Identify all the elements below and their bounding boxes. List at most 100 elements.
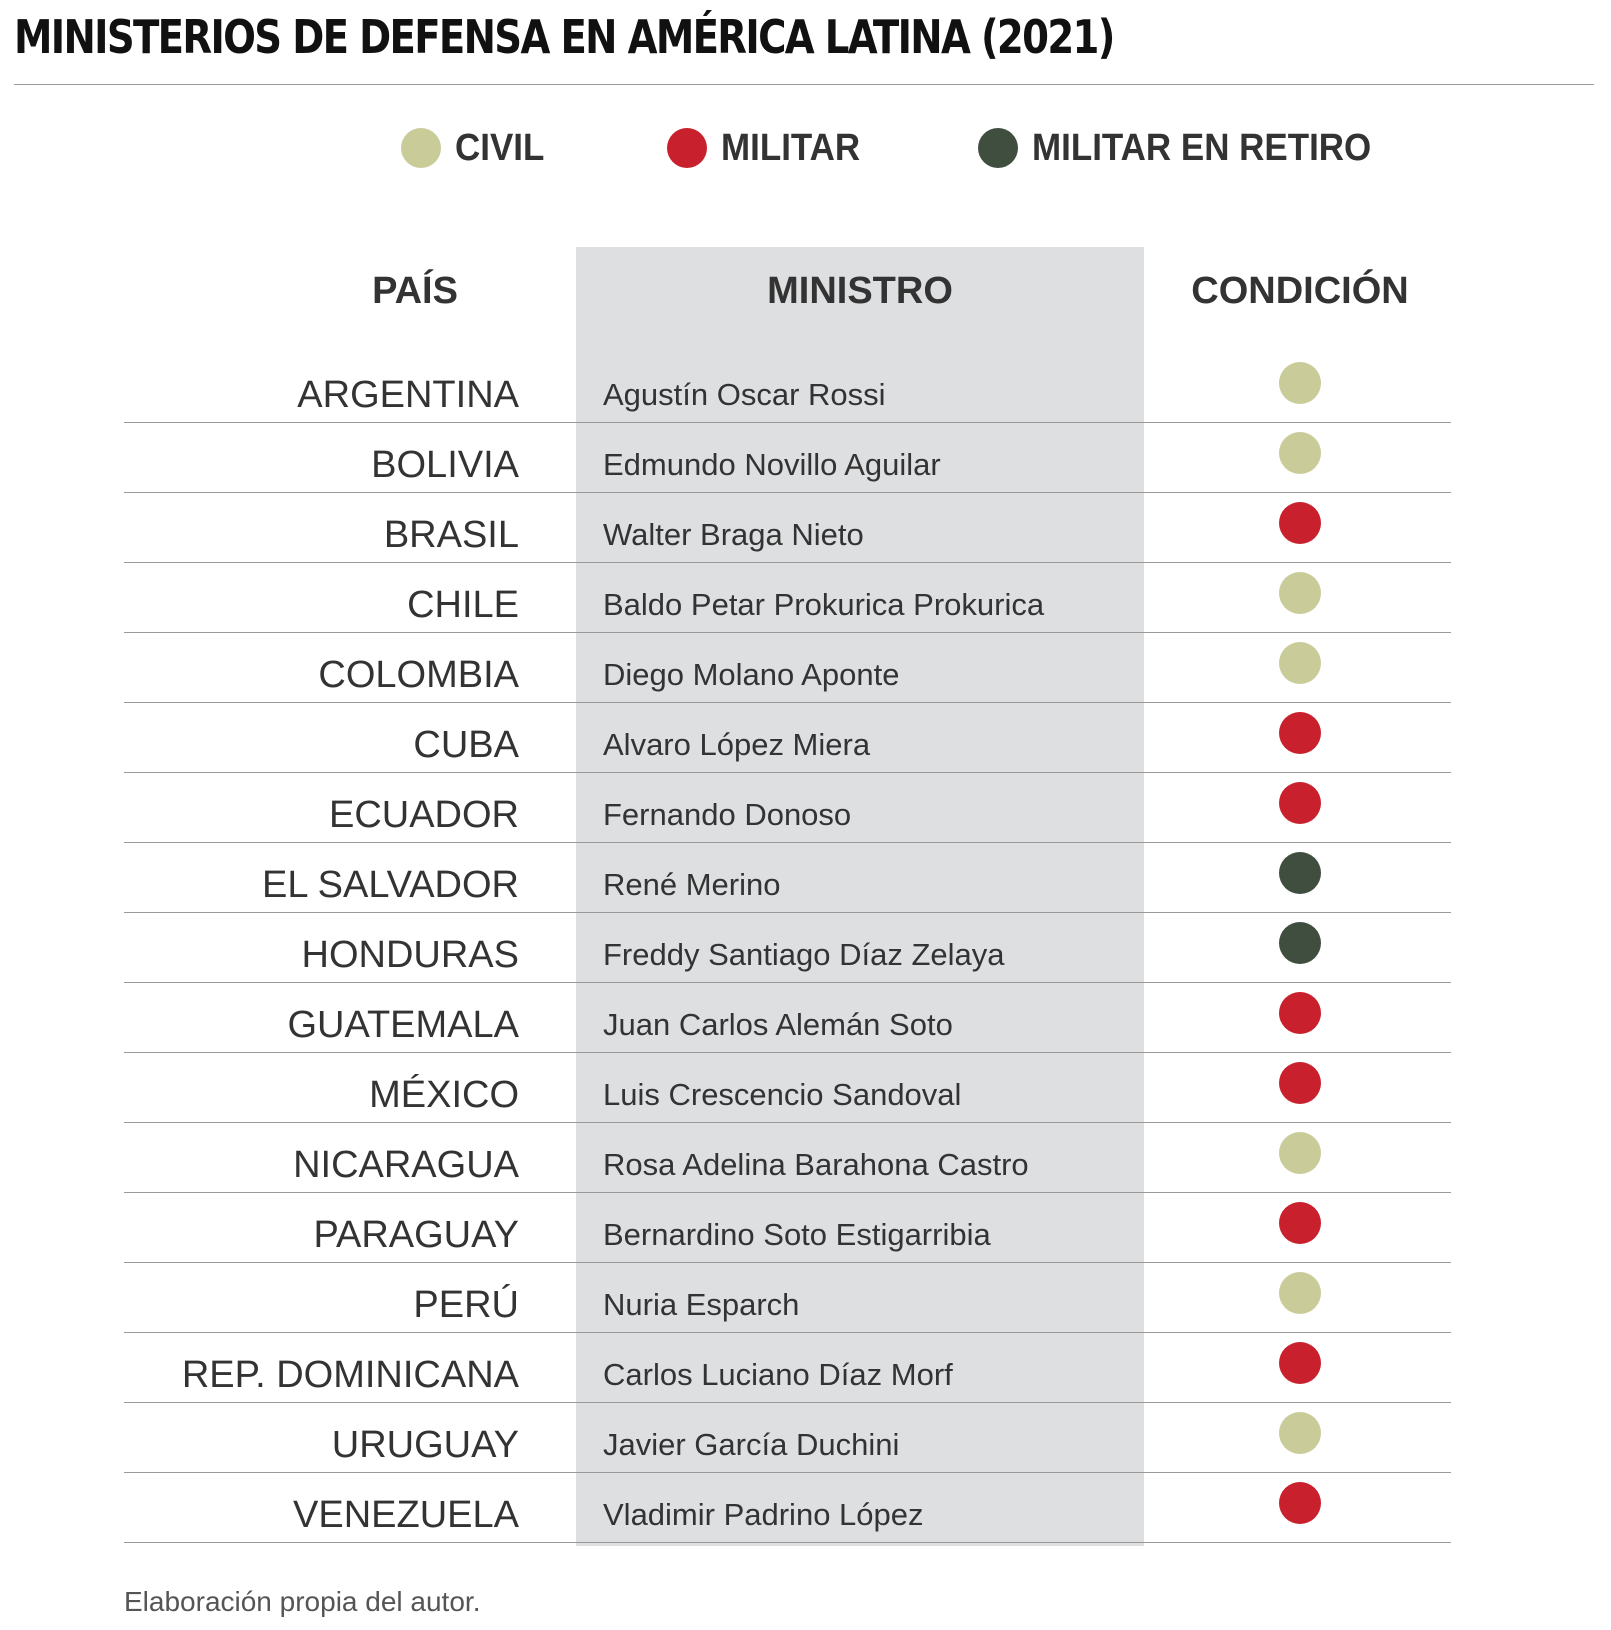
- country-name: BOLIVIA: [371, 444, 519, 486]
- header-condicion: CONDICIÓN: [1191, 270, 1409, 312]
- minister-name: Fernando Donoso: [603, 797, 852, 832]
- minister-name: Freddy Santiago Díaz Zelaya: [603, 937, 1005, 972]
- condition-dot-militar: [1279, 1202, 1321, 1244]
- legend-civil-label: CIVIL: [455, 126, 545, 169]
- row-divider: [124, 1262, 1451, 1263]
- header-pais: PAÍS: [372, 270, 458, 312]
- source-note: Elaboración propia del autor.: [124, 1586, 481, 1617]
- header-ministro: MINISTRO: [767, 270, 953, 312]
- table-row: PARAGUAY Bernardino Soto Estigarribia: [0, 1193, 1611, 1263]
- minister-name: Nuria Esparch: [603, 1287, 800, 1322]
- country-name: URUGUAY: [331, 1424, 519, 1466]
- country-name: ARGENTINA: [297, 374, 519, 416]
- legend-retiro-dot: [978, 128, 1018, 168]
- table-body: ARGENTINA Agustín Oscar Rossi BOLIVIA Edmun…: [0, 353, 1611, 1543]
- legend: CIVIL MILITAR MILITAR EN RETIRO: [0, 118, 1611, 178]
- legend-militar-dot: [667, 128, 707, 168]
- condition-dot-militar: [1279, 712, 1321, 754]
- table-row: URUGUAY Javier García Duchini: [0, 1403, 1611, 1473]
- table-row: COLOMBIA Diego Molano Aponte: [0, 633, 1611, 703]
- legend-item-militar: MILITAR: [667, 118, 872, 178]
- table-row: MÉXICO Luis Crescencio Sandoval: [0, 1053, 1611, 1123]
- country-name: VENEZUELA: [293, 1494, 519, 1536]
- condition-dot-militar: [1279, 1482, 1321, 1524]
- minister-name: Bernardino Soto Estigarribia: [603, 1217, 991, 1252]
- country-name: HONDURAS: [301, 934, 519, 976]
- country-name: NICARAGUA: [293, 1144, 519, 1186]
- table-row: CHILE Baldo Petar Prokurica Prokurica: [0, 563, 1611, 633]
- condition-dot-civil: [1279, 432, 1321, 474]
- row-divider: [124, 1122, 1451, 1123]
- title-divider: [14, 84, 1594, 85]
- country-name: COLOMBIA: [318, 654, 519, 696]
- minister-name: Diego Molano Aponte: [603, 657, 900, 692]
- country-name: CHILE: [407, 584, 519, 626]
- minister-name: Javier García Duchini: [603, 1427, 900, 1462]
- minister-name: Agustín Oscar Rossi: [603, 377, 886, 412]
- country-name: EL SALVADOR: [262, 864, 519, 906]
- row-divider: [124, 982, 1451, 983]
- minister-name: Luis Crescencio Sandoval: [603, 1077, 962, 1112]
- row-divider: [124, 1542, 1451, 1543]
- legend-item-civil: CIVIL: [401, 118, 552, 178]
- condition-dot-civil: [1279, 1272, 1321, 1314]
- condition-dot-civil: [1279, 1412, 1321, 1454]
- table-row: ECUADOR Fernando Donoso: [0, 773, 1611, 843]
- row-divider: [124, 912, 1451, 913]
- row-divider: [124, 632, 1451, 633]
- condition-dot-civil: [1279, 572, 1321, 614]
- row-divider: [124, 772, 1451, 773]
- row-divider: [124, 1052, 1451, 1053]
- condition-dot-retiro: [1279, 922, 1321, 964]
- country-name: ECUADOR: [328, 794, 519, 836]
- legend-civil-dot: [401, 128, 441, 168]
- minister-name: Carlos Luciano Díaz Morf: [603, 1357, 953, 1392]
- condition-dot-civil: [1279, 642, 1321, 684]
- minister-name: Walter Braga Nieto: [603, 517, 864, 552]
- table-row: ARGENTINA Agustín Oscar Rossi: [0, 353, 1611, 423]
- country-name: PERÚ: [413, 1284, 519, 1326]
- legend-item-retiro: MILITAR EN RETIRO: [978, 118, 1401, 178]
- minister-name: Rosa Adelina Barahona Castro: [603, 1147, 1029, 1182]
- row-divider: [124, 492, 1451, 493]
- row-divider: [124, 422, 1451, 423]
- table-row: CUBA Alvaro López Miera: [0, 703, 1611, 773]
- condition-dot-civil: [1279, 362, 1321, 404]
- row-divider: [124, 1402, 1451, 1403]
- table-row: GUATEMALA Juan Carlos Alemán Soto: [0, 983, 1611, 1053]
- row-divider: [124, 1332, 1451, 1333]
- minister-name: Alvaro López Miera: [603, 727, 871, 762]
- legend-militar-label: MILITAR: [721, 126, 861, 169]
- table-row: VENEZUELA Vladimir Padrino López: [0, 1473, 1611, 1543]
- condition-dot-militar: [1279, 782, 1321, 824]
- minister-name: René Merino: [603, 867, 781, 902]
- country-name: PARAGUAY: [313, 1214, 519, 1256]
- minister-name: Baldo Petar Prokurica Prokurica: [603, 587, 1045, 622]
- row-divider: [124, 1472, 1451, 1473]
- table-row: NICARAGUA Rosa Adelina Barahona Castro: [0, 1123, 1611, 1193]
- condition-dot-militar: [1279, 1062, 1321, 1104]
- table-row: EL SALVADOR René Merino: [0, 843, 1611, 913]
- page-title: MINISTERIOS DE DEFENSA EN AMÉRICA LATINA…: [14, 10, 1115, 64]
- table-row: BOLIVIA Edmundo Novillo Aguilar: [0, 423, 1611, 493]
- minister-name: Edmundo Novillo Aguilar: [603, 447, 941, 482]
- condition-dot-retiro: [1279, 852, 1321, 894]
- row-divider: [124, 562, 1451, 563]
- table-row: REP. DOMINICANA Carlos Luciano Díaz Morf: [0, 1333, 1611, 1403]
- row-divider: [124, 702, 1451, 703]
- country-name: REP. DOMINICANA: [181, 1354, 519, 1396]
- row-divider: [124, 842, 1451, 843]
- condition-dot-militar: [1279, 502, 1321, 544]
- minister-name: Vladimir Padrino López: [603, 1497, 924, 1532]
- table-row: BRASIL Walter Braga Nieto: [0, 493, 1611, 563]
- condition-dot-militar: [1279, 1342, 1321, 1384]
- condition-dot-civil: [1279, 1132, 1321, 1174]
- table-row: HONDURAS Freddy Santiago Díaz Zelaya: [0, 913, 1611, 983]
- legend-retiro-label: MILITAR EN RETIRO: [1032, 126, 1372, 169]
- country-name: BRASIL: [383, 514, 519, 556]
- row-divider: [124, 1192, 1451, 1193]
- minister-name: Juan Carlos Alemán Soto: [603, 1007, 953, 1042]
- country-name: GUATEMALA: [287, 1004, 519, 1046]
- country-name: CUBA: [413, 724, 519, 766]
- country-name: MÉXICO: [369, 1074, 519, 1116]
